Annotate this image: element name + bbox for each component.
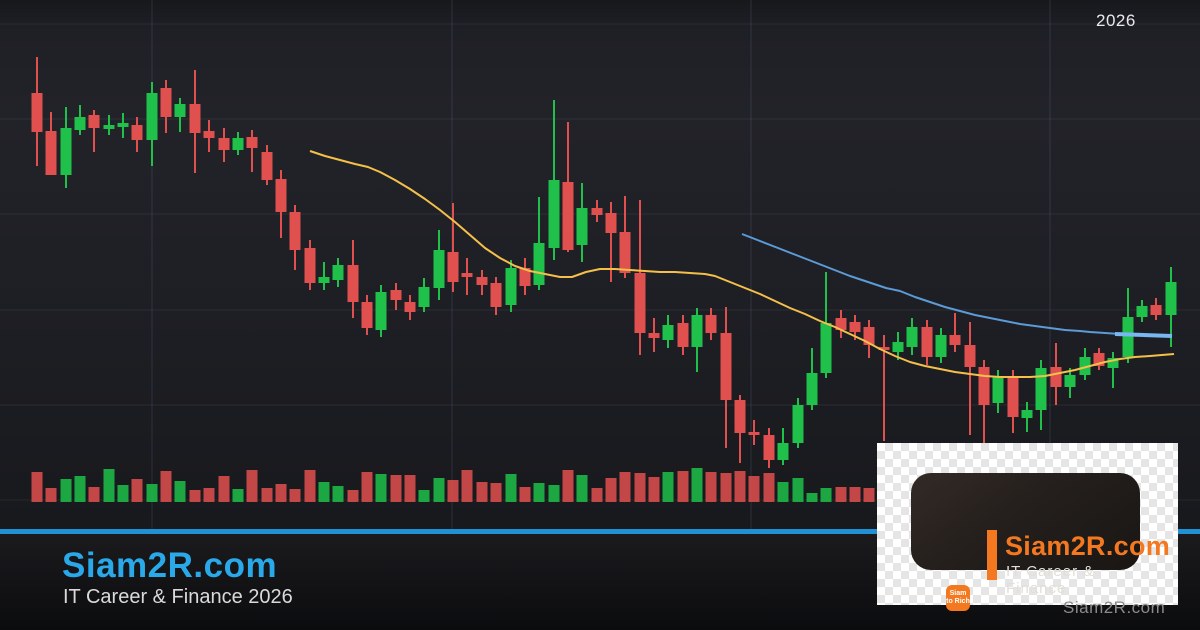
blue-divider-line [0, 529, 1200, 534]
logo-card: Siam2R.com IT Career & Finance Siam to R… [877, 443, 1178, 611]
footer-brand-title: Siam2R.com [62, 546, 278, 585]
siam-to-rich-badge: Siam to Rich [946, 585, 970, 611]
candlestick-chart [0, 0, 1200, 530]
logo-dark-panel: Siam2R.com IT Career & Finance Siam to R… [911, 473, 1170, 611]
logo-brand-text: Siam2R.com [1005, 531, 1171, 561]
badge-line1: Siam [949, 590, 967, 597]
logo-tagline-text: IT Career & Finance [1006, 563, 1095, 597]
watermark-text: Siam2R.com [1063, 598, 1166, 617]
logo-orange-bar-icon [987, 530, 997, 580]
footer-tagline: IT Career & Finance 2026 [63, 586, 293, 608]
badge-line2: to Rich [946, 598, 970, 605]
year-label: 2026 [1096, 11, 1136, 30]
